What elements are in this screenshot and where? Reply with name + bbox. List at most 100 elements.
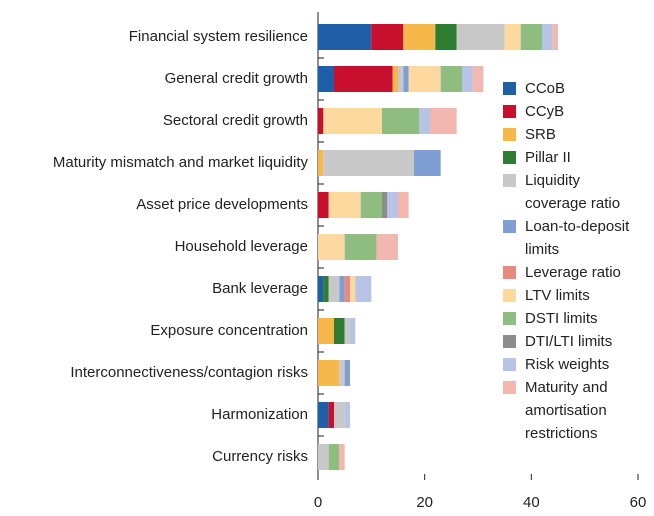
legend-swatch bbox=[503, 174, 516, 187]
bar-segment bbox=[520, 24, 542, 50]
bar-segment bbox=[542, 24, 553, 50]
bar-segment bbox=[334, 402, 345, 428]
bar-segment bbox=[504, 24, 521, 50]
bar-segment bbox=[360, 192, 382, 218]
bar-segment bbox=[334, 66, 393, 92]
bar-segment bbox=[318, 234, 345, 260]
legend-entry: DSTI limits bbox=[503, 307, 643, 330]
bar-segment bbox=[318, 444, 329, 470]
bar-segment bbox=[350, 276, 356, 302]
category-label: Maturity mismatch and market liquidity bbox=[53, 154, 309, 171]
bar-segment bbox=[318, 360, 340, 386]
bar-segment bbox=[334, 318, 345, 344]
legend-swatch bbox=[503, 82, 516, 95]
category-label: General credit growth bbox=[165, 70, 308, 87]
bar-segment bbox=[344, 360, 350, 386]
legend-label: Maturity and amortisation restrictions bbox=[525, 379, 608, 442]
legend-swatch bbox=[503, 335, 516, 348]
bar-segment bbox=[323, 108, 382, 134]
legend-entry: LTV limits bbox=[503, 284, 643, 307]
legend-swatch bbox=[503, 358, 516, 371]
bar-segment bbox=[318, 402, 329, 428]
bar-segment bbox=[419, 108, 430, 134]
bar-segment bbox=[398, 66, 404, 92]
category-label: Sectoral credit growth bbox=[163, 112, 308, 129]
bar-segment bbox=[414, 150, 441, 176]
bar-segment bbox=[323, 276, 329, 302]
legend-label: Risk weights bbox=[525, 356, 610, 373]
bar-segment bbox=[403, 24, 436, 50]
bar-segment bbox=[328, 444, 340, 470]
legend-swatch bbox=[503, 105, 516, 118]
legend-entry: Pillar II bbox=[503, 146, 643, 169]
bar-segment bbox=[387, 192, 398, 218]
bar-segment bbox=[398, 192, 409, 218]
bar-segment bbox=[328, 402, 334, 428]
category-label: Financial system resilience bbox=[129, 28, 308, 45]
bar-segment bbox=[355, 276, 372, 302]
bar-segment bbox=[344, 402, 350, 428]
bar-segment bbox=[408, 66, 441, 92]
legend-label: Pillar II bbox=[525, 149, 571, 166]
bar-segment bbox=[382, 108, 420, 134]
legend-label: Loan-to-deposit limits bbox=[525, 218, 630, 258]
bar-segment bbox=[318, 24, 372, 50]
bar-segment bbox=[318, 276, 324, 302]
category-label: Harmonization bbox=[211, 406, 308, 423]
legend-label: Leverage ratio bbox=[525, 264, 621, 281]
legend-entry: Liquidity coverage ratio bbox=[503, 169, 643, 215]
bar-segment bbox=[376, 234, 398, 260]
bar-segment bbox=[339, 444, 345, 470]
legend-entry: DTI/LTI limits bbox=[503, 330, 643, 353]
legend-label: SRB bbox=[525, 126, 556, 143]
bar-segment bbox=[328, 192, 361, 218]
legend-label: Liquidity coverage ratio bbox=[525, 172, 621, 212]
x-tick-label: 60 bbox=[630, 494, 647, 511]
x-tick-label: 40 bbox=[523, 494, 540, 511]
bar-segment bbox=[318, 192, 329, 218]
legend: CCoB CCyB SRB Pillar II Liquidity coverage r… bbox=[503, 77, 649, 445]
legend-label: LTV limits bbox=[525, 287, 590, 304]
bar-segment bbox=[318, 108, 324, 134]
legend-swatch bbox=[503, 381, 516, 394]
legend-label: CCoB bbox=[525, 80, 566, 97]
bar-segment bbox=[318, 318, 334, 344]
legend-entry: Risk weights bbox=[503, 353, 643, 376]
bar-segment bbox=[339, 360, 345, 386]
bar-segment bbox=[472, 66, 484, 92]
bar-segment bbox=[552, 24, 558, 50]
legend-label: DTI/LTI limits bbox=[525, 333, 613, 350]
legend-entry: CCyB bbox=[503, 100, 643, 123]
bar-segment bbox=[328, 276, 340, 302]
category-label: Currency risks bbox=[212, 448, 308, 465]
legend-swatch bbox=[503, 266, 516, 279]
bar-segment bbox=[392, 66, 398, 92]
bar-segment bbox=[382, 192, 388, 218]
bar-segment bbox=[430, 108, 457, 134]
legend-label: DSTI limits bbox=[525, 310, 598, 327]
bar-segment bbox=[462, 66, 473, 92]
legend-entry: SRB bbox=[503, 123, 643, 146]
legend-entry: Maturity and amortisation restrictions bbox=[503, 376, 643, 445]
bar-segment bbox=[344, 276, 350, 302]
bar-segment bbox=[344, 234, 377, 260]
bar-segment bbox=[323, 150, 414, 176]
bar-segment bbox=[456, 24, 505, 50]
bar-segment bbox=[350, 318, 356, 344]
x-tick-label: 20 bbox=[416, 494, 433, 511]
category-label: Household leverage bbox=[175, 238, 308, 255]
legend-entry: Leverage ratio bbox=[503, 261, 643, 284]
legend-swatch bbox=[503, 220, 516, 233]
bar-segment bbox=[435, 24, 457, 50]
legend-swatch bbox=[503, 151, 516, 164]
x-tick-label: 0 bbox=[314, 494, 322, 511]
legend-swatch bbox=[503, 312, 516, 325]
category-label: Bank leverage bbox=[212, 280, 308, 297]
bar-segment bbox=[403, 66, 409, 92]
category-label: Interconnectiveness/contagion risks bbox=[70, 364, 308, 381]
bar-segment bbox=[440, 66, 462, 92]
bar-segment bbox=[318, 66, 334, 92]
legend-entry: CCoB bbox=[503, 77, 643, 100]
